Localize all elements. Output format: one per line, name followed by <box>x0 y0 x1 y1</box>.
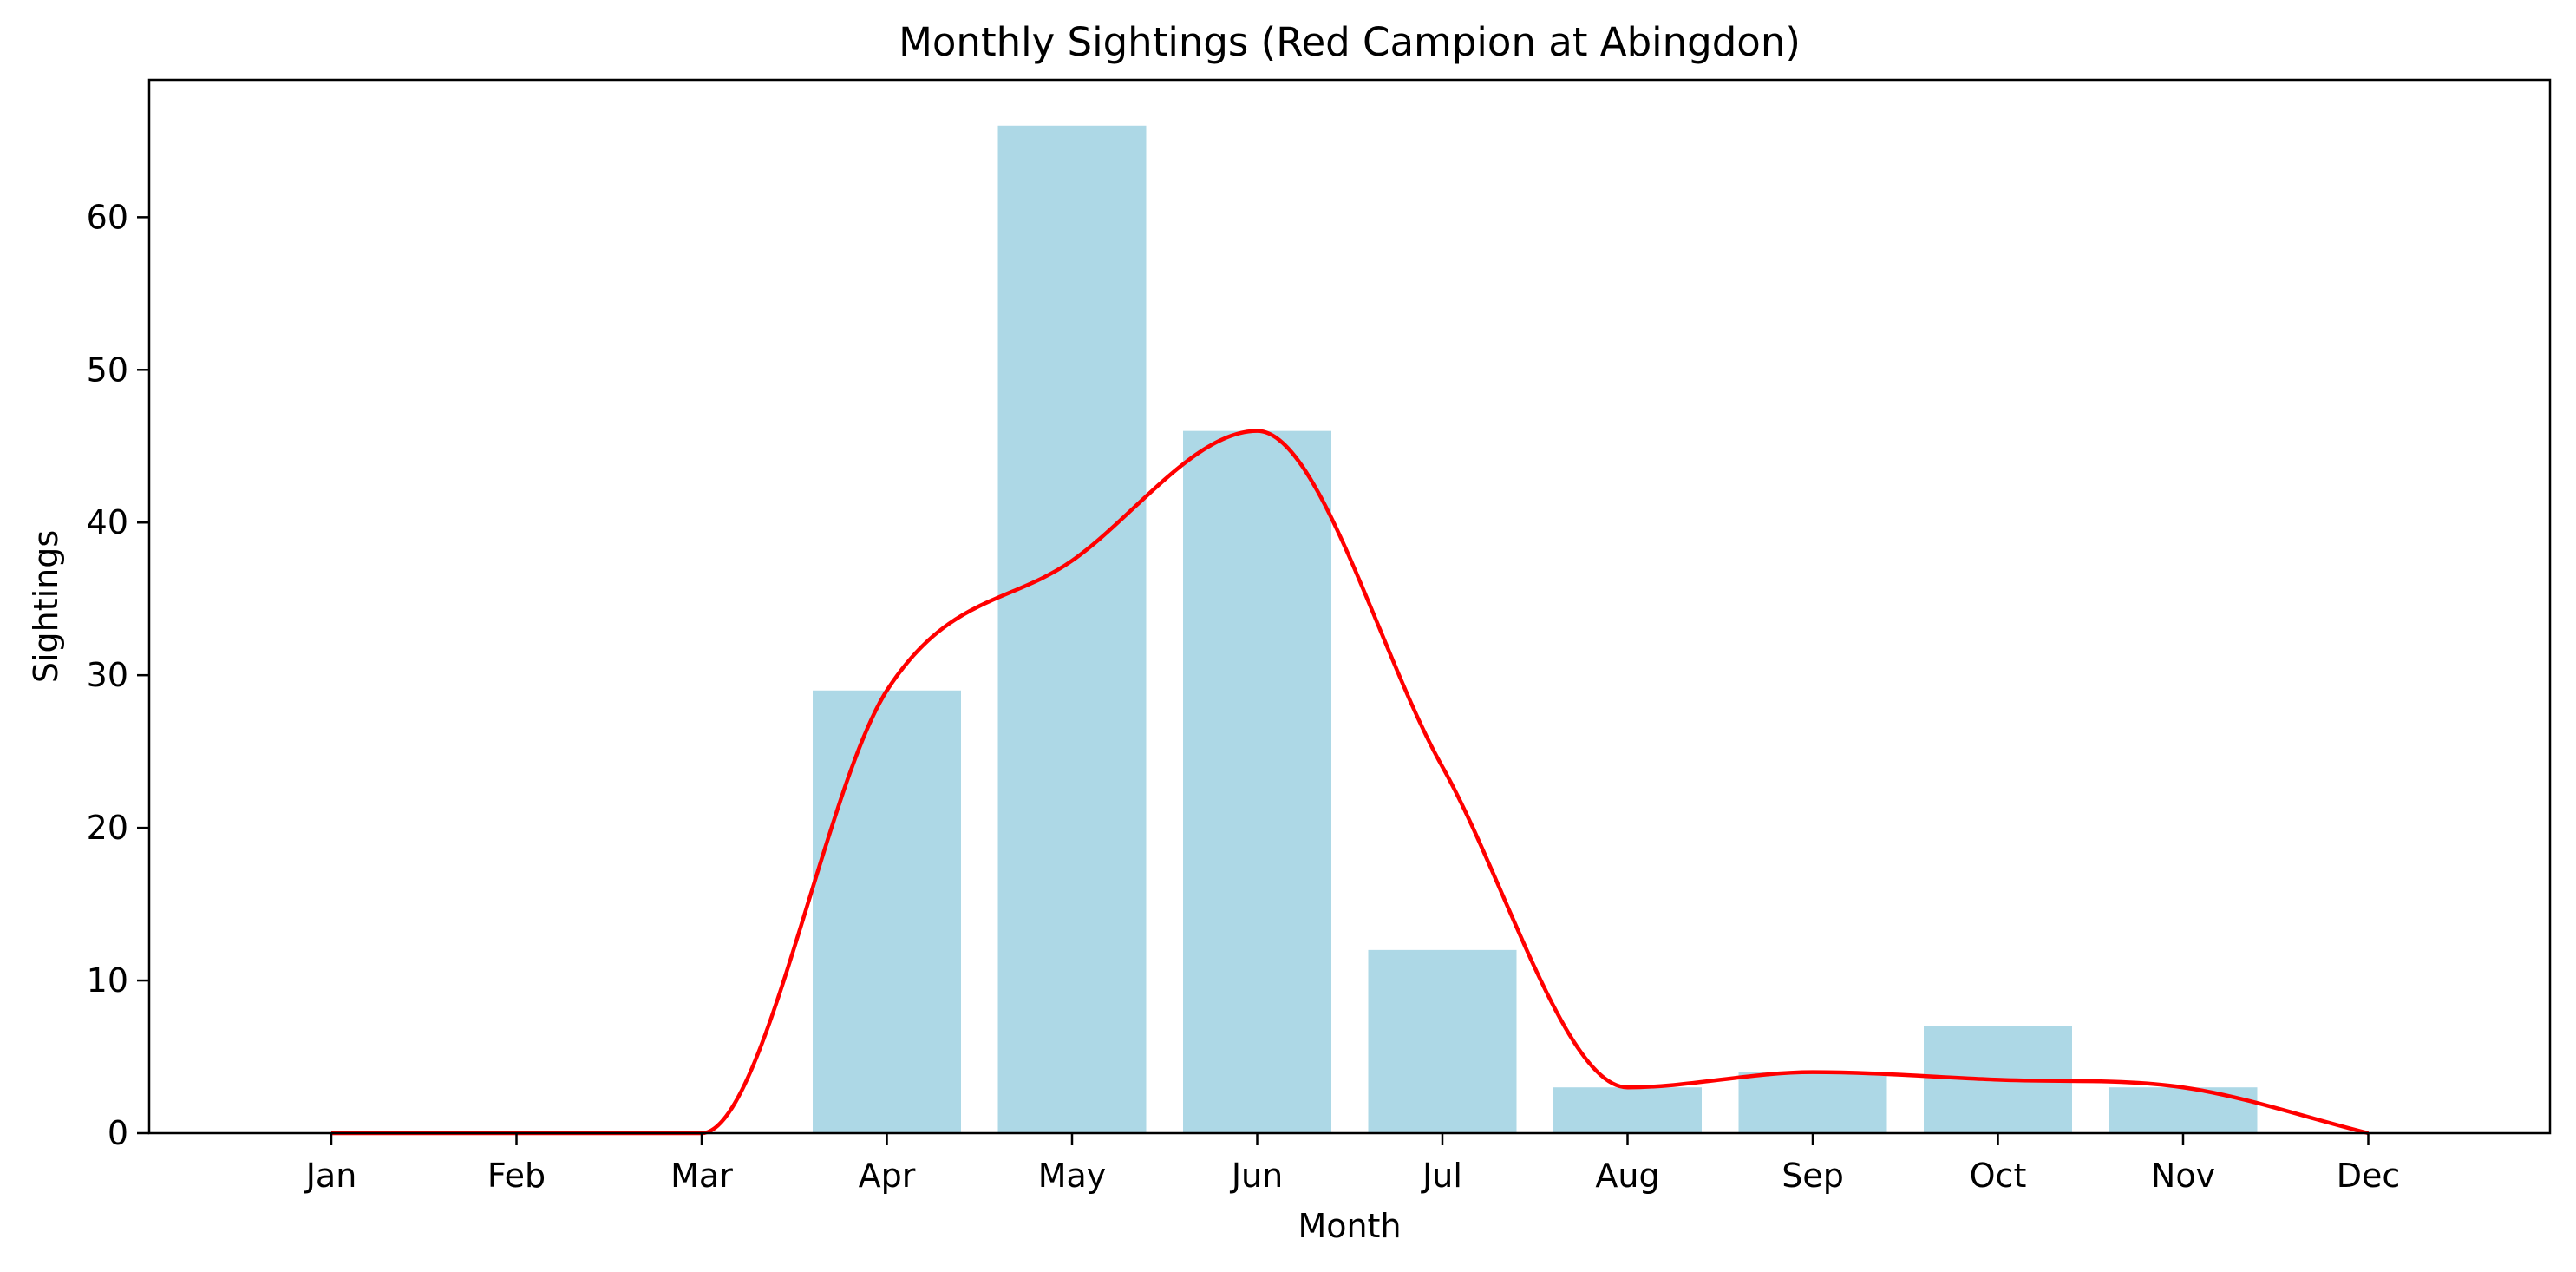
y-axis-title: Sightings <box>27 530 65 683</box>
bar-jul <box>1368 949 1517 1133</box>
y-tick-label: 10 <box>87 961 128 1000</box>
y-tick-label: 40 <box>87 503 128 541</box>
x-tick-label: Jul <box>1421 1157 1462 1195</box>
y-ticks-group: 0 10 20 30 40 50 60 <box>87 198 149 1152</box>
bars-group <box>813 125 2258 1134</box>
bar-may <box>997 125 1147 1134</box>
bar-apr <box>813 690 961 1133</box>
bar-jun <box>1183 430 1331 1134</box>
x-tick-label: Mar <box>670 1157 733 1195</box>
x-tick-label: Oct <box>1970 1157 2027 1195</box>
y-tick-label: 60 <box>87 198 128 236</box>
bar-nov <box>2109 1087 2258 1133</box>
plot-frame <box>147 78 2552 1135</box>
x-tick-label: Jun <box>1230 1157 1283 1195</box>
x-axis-title: Month <box>1298 1207 1401 1245</box>
smoothed-curve-line <box>331 429 2370 1136</box>
y-tick-label: 20 <box>87 809 128 847</box>
x-ticks-group: Jan Feb Mar Apr May Jun Jul Aug Sep Oct Nov Dec <box>304 1133 2401 1195</box>
x-tick-label: Dec <box>2337 1157 2401 1195</box>
x-tick-label: Aug <box>1595 1157 1659 1195</box>
bar-aug <box>1553 1087 1702 1133</box>
y-tick-label: 50 <box>87 351 128 389</box>
x-tick-label: Sep <box>1782 1157 1844 1195</box>
chart-title: Monthly Sightings (Red Campion at Abingd… <box>899 19 1801 65</box>
x-tick-label: Nov <box>2151 1157 2215 1195</box>
bar-sep <box>1738 1072 1887 1133</box>
x-tick-label: Feb <box>487 1157 546 1195</box>
x-tick-label: May <box>1038 1157 1107 1195</box>
y-tick-label: 30 <box>87 656 128 694</box>
y-tick-label: 0 <box>108 1114 128 1152</box>
x-tick-label: Jan <box>304 1157 357 1195</box>
x-tick-label: Apr <box>859 1157 916 1195</box>
